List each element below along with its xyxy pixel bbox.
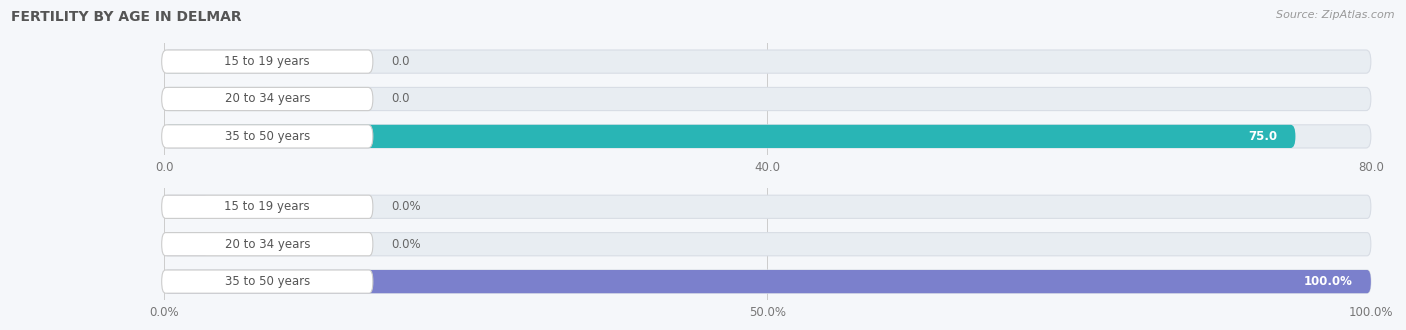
Text: 0.0: 0.0: [391, 92, 409, 106]
FancyBboxPatch shape: [165, 50, 207, 73]
FancyBboxPatch shape: [165, 233, 207, 256]
Text: 35 to 50 years: 35 to 50 years: [225, 275, 309, 288]
FancyBboxPatch shape: [165, 50, 1371, 73]
FancyBboxPatch shape: [165, 125, 1371, 148]
Text: 15 to 19 years: 15 to 19 years: [225, 55, 311, 68]
FancyBboxPatch shape: [165, 87, 207, 111]
FancyBboxPatch shape: [165, 125, 1295, 148]
Text: 0.0%: 0.0%: [391, 238, 420, 251]
Text: 15 to 19 years: 15 to 19 years: [225, 200, 311, 213]
FancyBboxPatch shape: [165, 270, 1371, 293]
Text: Source: ZipAtlas.com: Source: ZipAtlas.com: [1277, 10, 1395, 20]
Text: 100.0%: 100.0%: [1303, 275, 1353, 288]
FancyBboxPatch shape: [165, 195, 207, 218]
Text: 20 to 34 years: 20 to 34 years: [225, 238, 311, 251]
FancyBboxPatch shape: [162, 270, 373, 293]
FancyBboxPatch shape: [162, 87, 373, 111]
FancyBboxPatch shape: [162, 195, 373, 218]
Text: 75.0: 75.0: [1249, 130, 1277, 143]
Text: 35 to 50 years: 35 to 50 years: [225, 130, 309, 143]
Text: 0.0: 0.0: [391, 55, 409, 68]
FancyBboxPatch shape: [165, 87, 1371, 111]
FancyBboxPatch shape: [165, 195, 1371, 218]
Text: FERTILITY BY AGE IN DELMAR: FERTILITY BY AGE IN DELMAR: [11, 10, 242, 24]
Text: 0.0%: 0.0%: [391, 200, 420, 213]
FancyBboxPatch shape: [165, 270, 1371, 293]
FancyBboxPatch shape: [162, 50, 373, 73]
Text: 20 to 34 years: 20 to 34 years: [225, 92, 311, 106]
FancyBboxPatch shape: [162, 125, 373, 148]
FancyBboxPatch shape: [165, 233, 1371, 256]
FancyBboxPatch shape: [162, 233, 373, 256]
